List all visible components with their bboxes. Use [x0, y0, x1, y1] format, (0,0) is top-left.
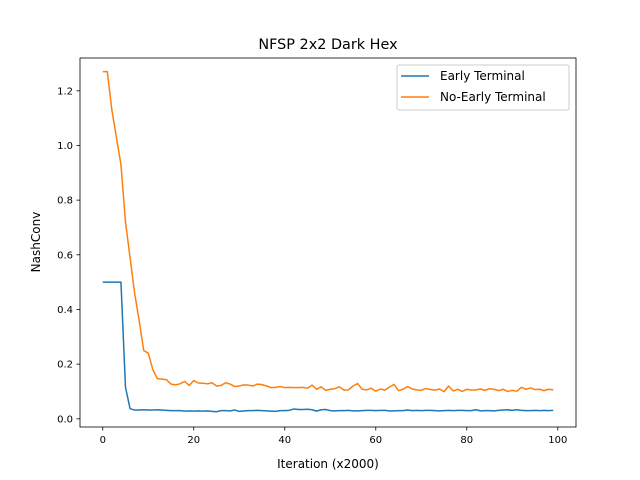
y-tick-label: 0.8 [57, 196, 73, 207]
legend-label-2: No-Early Terminal [440, 90, 546, 104]
plot-frame [79, 57, 577, 428]
y-tick-label: 0.0 [57, 414, 73, 425]
y-tick-label: 1.2 [57, 86, 73, 97]
plot-area [79, 57, 577, 428]
x-axis-label: Iteration (x2000) [277, 457, 379, 471]
x-tick-label: 20 [187, 435, 200, 446]
x-tick-label: 80 [460, 435, 473, 446]
x-tick-label: 40 [278, 435, 291, 446]
x-axis-ticks: 0 20 40 60 80 100 [100, 427, 567, 446]
y-axis-label: NashConv [29, 212, 43, 273]
x-tick-label: 60 [369, 435, 382, 446]
y-tick-label: 0.4 [57, 305, 73, 316]
series-line-2 [102, 70, 554, 393]
series-line-1 [102, 281, 554, 413]
legend-label-1: Early Terminal [440, 69, 525, 83]
y-tick-label: 0.2 [57, 360, 73, 371]
x-tick-label: 100 [548, 435, 567, 446]
legend: Early Terminal No-Early Terminal [396, 64, 570, 111]
y-tick-label: 1.0 [57, 141, 73, 152]
y-axis-ticks: 0.0 0.2 0.4 0.6 0.8 1.0 1.2 [57, 86, 80, 425]
y-tick-label: 0.6 [57, 250, 73, 261]
legend-box [396, 64, 570, 111]
x-tick-label: 0 [100, 435, 106, 446]
chart-title: NFSP 2x2 Dark Hex [258, 37, 398, 53]
